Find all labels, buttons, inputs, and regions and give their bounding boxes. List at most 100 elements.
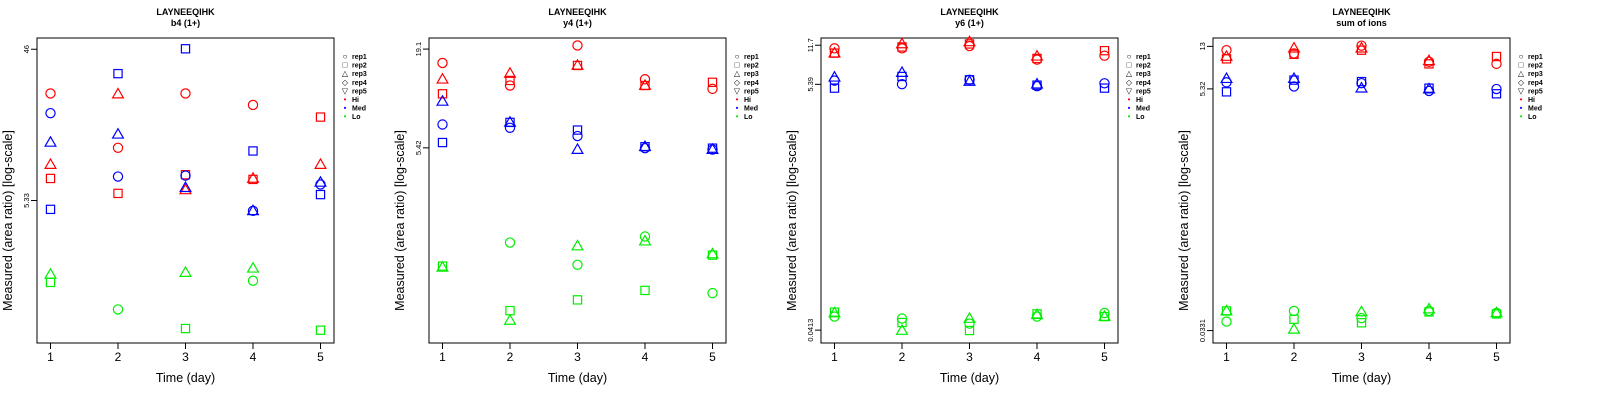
data-point-hi-rep2: [707, 77, 718, 88]
x-tick-label: 3: [966, 350, 973, 364]
data-point-med-rep2: [45, 204, 56, 215]
data-point-lo-rep3: [503, 313, 517, 325]
data-point-lo-rep2: [572, 295, 583, 305]
series-med: [1220, 71, 1502, 99]
y-tick-label: 0.0413: [806, 319, 815, 342]
data-point-med-rep1: [1423, 85, 1435, 97]
data-point-med-rep1: [1099, 78, 1110, 89]
x-tick-label: 2: [507, 350, 514, 364]
data-point-lo-rep2: [315, 325, 326, 335]
data-point-hi-rep1: [707, 83, 718, 95]
legend-symbol: •: [736, 112, 739, 121]
legend-label: rep2: [744, 63, 759, 70]
data-point-med-rep3: [1355, 81, 1368, 93]
data-point-hi-rep1: [572, 40, 583, 51]
legend-label: rep1: [744, 54, 759, 61]
data-point-med-rep1: [437, 119, 448, 130]
legend-label: Lo: [352, 114, 361, 121]
series-hi: [828, 35, 1110, 65]
data-point-lo-rep3: [1098, 309, 1111, 321]
series-med: [828, 65, 1110, 93]
y-tick-label: 5.42: [414, 141, 423, 156]
legend-symbol: △: [1518, 69, 1525, 78]
data-point-med-rep2: [113, 68, 123, 79]
data-point-hi-rep1: [639, 74, 651, 85]
legend-symbol: △: [342, 69, 349, 78]
legend-label: Med: [744, 106, 758, 113]
data-point-med-rep3: [179, 180, 192, 193]
data-point-hi-rep3: [571, 58, 584, 70]
x-axis-label: Time (day): [1332, 371, 1391, 385]
data-point-med-rep1: [112, 171, 124, 182]
legend-label: Med: [352, 106, 366, 113]
legend-symbol: •: [1520, 95, 1523, 104]
data-point-hi-rep3: [179, 183, 192, 195]
data-point-lo-rep2: [1289, 314, 1299, 324]
data-point-lo-rep3: [1422, 302, 1436, 314]
legend-symbol: •: [344, 104, 347, 113]
legend-label: rep2: [1136, 63, 1151, 70]
data-point-med-rep2: [829, 83, 840, 93]
legend-symbol: ○: [343, 52, 348, 61]
data-point-lo-rep2: [45, 277, 56, 288]
plot-frame: [428, 37, 727, 344]
data-point-med-rep1: [1288, 81, 1300, 92]
data-point-lo-rep3: [638, 234, 652, 246]
data-point-med-rep2: [1491, 89, 1502, 99]
data-point-hi-rep3: [963, 35, 976, 47]
plot-frame: [36, 37, 335, 344]
data-point-lo-rep1: [707, 287, 718, 299]
data-point-med-rep1: [504, 122, 516, 133]
legend-label: rep1: [352, 54, 367, 61]
x-tick-label: 5: [317, 350, 324, 364]
legend-symbol: •: [1128, 95, 1131, 104]
data-point-lo-rep3: [179, 265, 192, 277]
legend-label: Lo: [744, 114, 753, 121]
data-point-med-rep1: [180, 170, 191, 181]
data-point-med-rep2: [1221, 87, 1232, 97]
data-point-hi-rep2: [505, 75, 515, 86]
series-lo: [828, 306, 1111, 336]
data-point-med-rep3: [1030, 77, 1044, 89]
legend-label: Med: [1528, 106, 1542, 113]
data-point-med-rep2: [572, 125, 583, 135]
series-med: [44, 44, 327, 217]
legend-label: rep3: [1528, 71, 1543, 78]
data-point-med-rep2: [437, 137, 448, 148]
y-axis-label: Measured (area ratio) [log-scale]: [1, 130, 15, 311]
legend-symbol: □: [343, 61, 348, 70]
y-tick-label: 11.7: [806, 38, 815, 52]
data-point-lo-rep1: [639, 231, 651, 242]
series-hi: [436, 40, 718, 99]
data-point-lo-rep3: [1490, 306, 1503, 318]
legend-symbol: △: [734, 69, 741, 78]
data-point-hi-rep2: [113, 188, 123, 199]
data-point-med-rep3: [44, 135, 57, 147]
legend-label: Lo: [1528, 114, 1537, 121]
x-tick-label: 2: [115, 350, 122, 364]
data-point-lo-rep1: [572, 259, 583, 270]
legend-label: rep4: [352, 80, 367, 87]
y-tick-label: 5.33: [22, 193, 31, 208]
y-axis-label: Measured (area ratio) [log-scale]: [785, 130, 799, 311]
data-point-med-rep1: [896, 79, 908, 90]
data-point-med-rep1: [572, 130, 583, 142]
series-med: [436, 94, 719, 155]
data-point-med-rep3: [895, 65, 909, 78]
data-point-lo-rep1: [504, 237, 516, 248]
data-point-med-rep3: [1220, 71, 1233, 84]
series-hi: [1220, 40, 1502, 70]
x-axis-label: Time (day): [156, 371, 215, 385]
data-point-hi-rep2: [45, 173, 56, 184]
data-point-med-rep3: [314, 175, 327, 187]
data-point-lo-rep2: [1356, 318, 1367, 328]
legend-symbol: •: [1128, 104, 1131, 113]
series-lo: [1220, 302, 1503, 334]
legend-symbol: •: [344, 112, 347, 121]
data-point-hi-rep1: [1099, 50, 1110, 61]
series-lo: [436, 231, 719, 325]
legend-label: rep5: [744, 88, 759, 95]
data-point-lo-rep1: [1288, 305, 1300, 317]
